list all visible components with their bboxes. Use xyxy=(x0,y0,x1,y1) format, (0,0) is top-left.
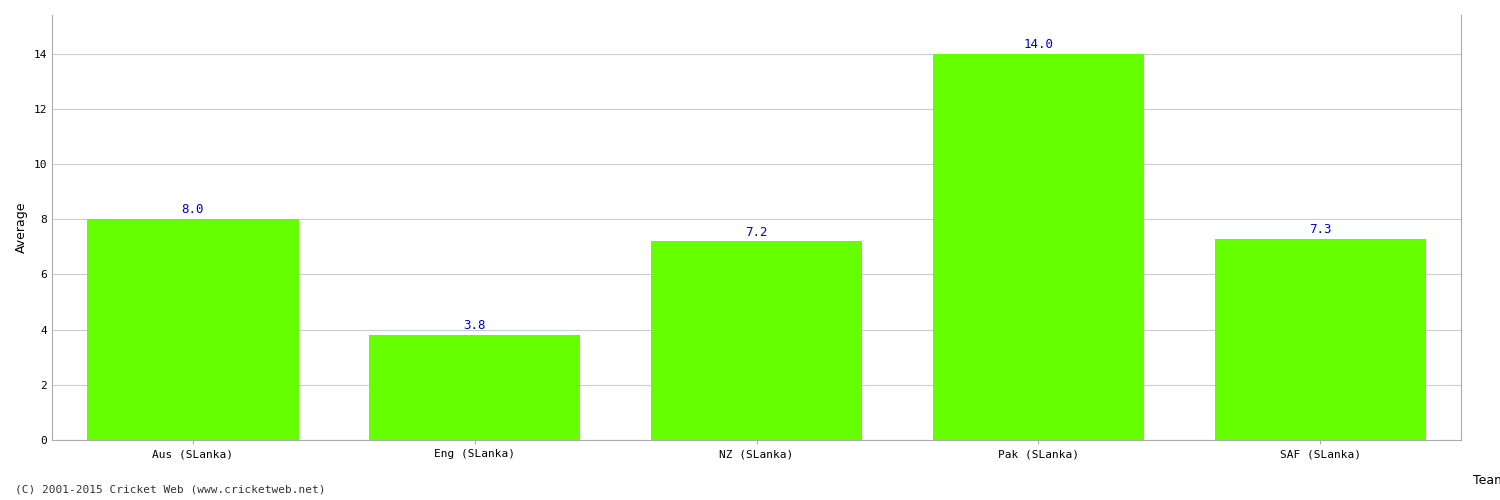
Bar xyxy=(933,54,1144,440)
Bar xyxy=(369,335,580,440)
Text: 14.0: 14.0 xyxy=(1023,38,1053,51)
Text: 8.0: 8.0 xyxy=(182,204,204,216)
Text: 7.2: 7.2 xyxy=(746,226,768,238)
Text: 7.3: 7.3 xyxy=(1310,223,1332,236)
Bar xyxy=(87,219,298,440)
Bar xyxy=(1215,238,1426,440)
Bar xyxy=(651,242,862,440)
Text: 3.8: 3.8 xyxy=(464,320,486,332)
Text: (C) 2001-2015 Cricket Web (www.cricketweb.net): (C) 2001-2015 Cricket Web (www.cricketwe… xyxy=(15,485,326,495)
Y-axis label: Average: Average xyxy=(15,202,28,253)
X-axis label: Team: Team xyxy=(1473,474,1500,487)
